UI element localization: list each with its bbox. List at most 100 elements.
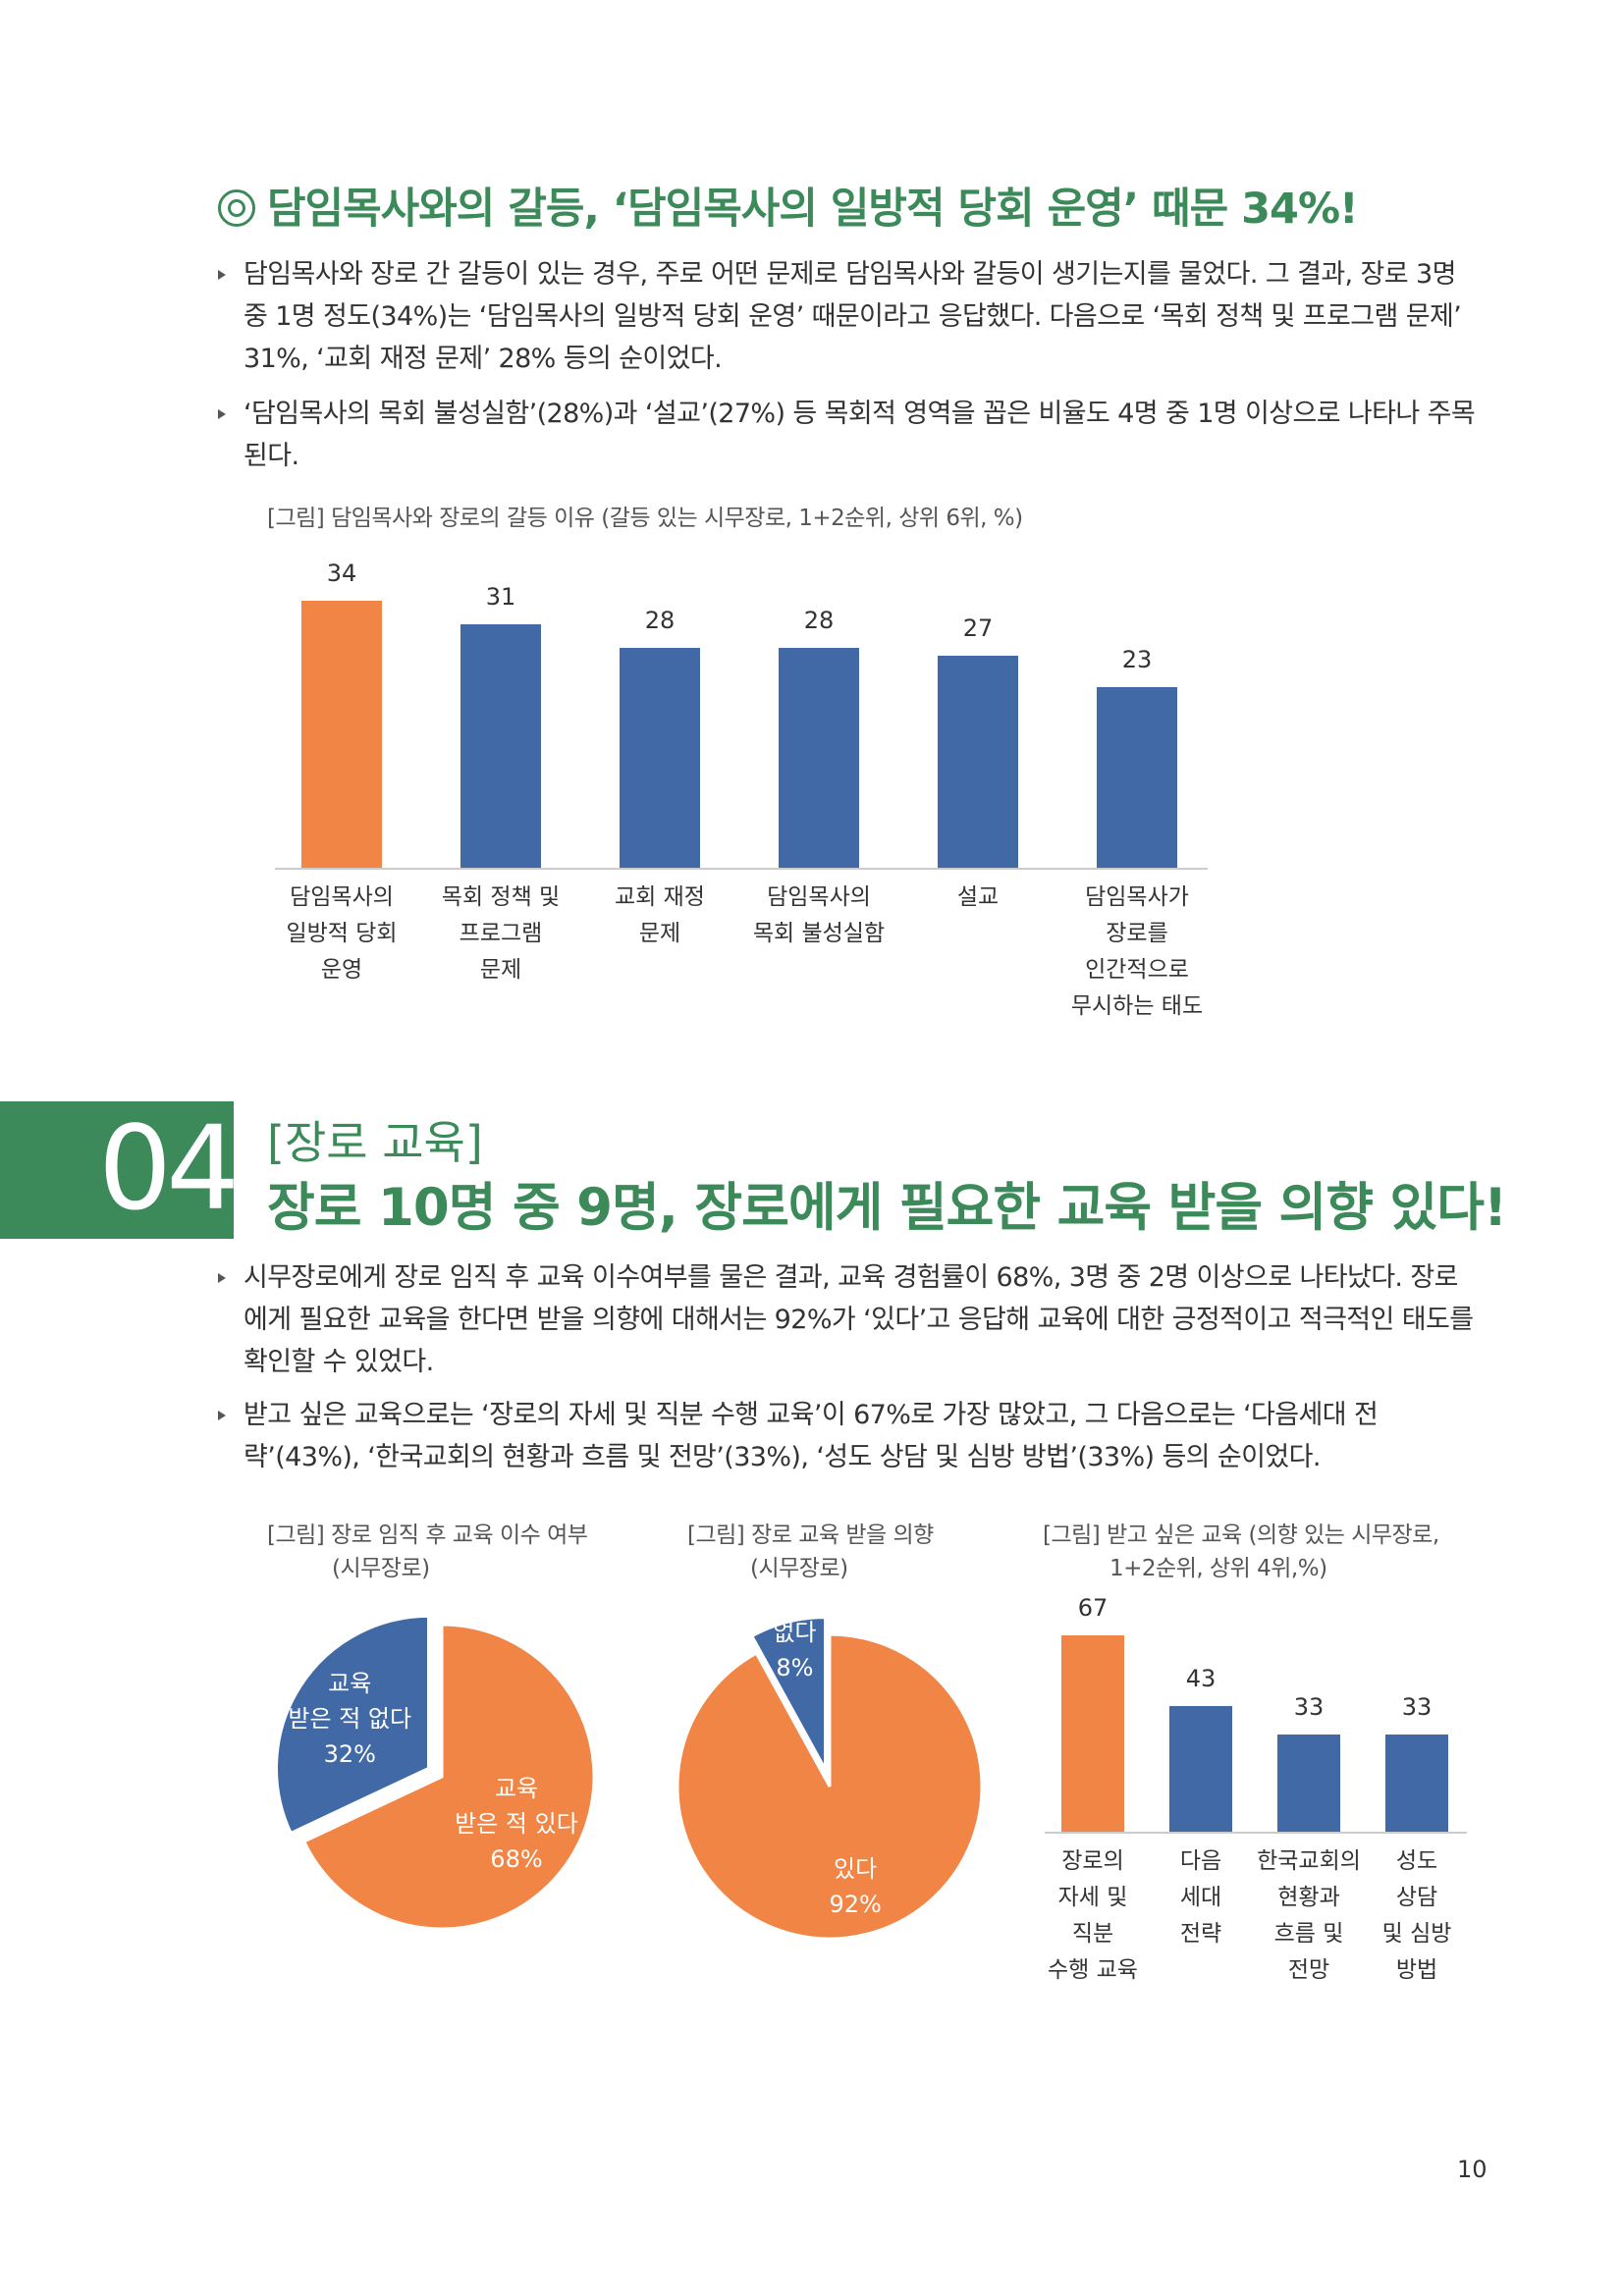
chart-bar — [1385, 1735, 1448, 1832]
category-label-line: 성도 — [1395, 1848, 1438, 1874]
category-label-line: 수행 교육 — [1048, 1957, 1138, 1983]
category-label-line: 방법 — [1395, 1957, 1438, 1983]
section-number: 04 — [98, 1100, 240, 1236]
pie-slice-label: 있다 92% — [829, 1851, 881, 1922]
pie-slice — [275, 1614, 430, 1836]
category-label-line: 인간적으로 — [1085, 957, 1189, 983]
pie1-caption-line2: (시무장로) — [332, 1556, 430, 1581]
category-label-line: 목회 불성실함 — [752, 921, 886, 946]
chart-bar — [1169, 1705, 1232, 1832]
paragraph-1-text: 담임목사와 장로 간 갈등이 있는 경우, 주로 어떤 문제로 담임목사와 갈등… — [243, 259, 1462, 374]
category-label-line: 상담 — [1395, 1885, 1438, 1910]
chart-bar — [1097, 687, 1177, 868]
page-number: 10 — [1457, 2156, 1488, 2183]
category-label-line: 교회 재정 — [615, 884, 705, 910]
pie-label-line: 8% — [776, 1654, 814, 1682]
bar-value-label: 33 — [1401, 1693, 1433, 1722]
category-label-line: 담임목사의 — [290, 884, 394, 910]
chart-bar — [620, 648, 700, 868]
pie2-caption-line1: [그림] 장로 교육 받을 의향 — [687, 1522, 934, 1548]
bar-value-label: 43 — [1185, 1664, 1217, 1692]
pie-label-line: 없다 — [773, 1619, 817, 1647]
paragraph-1: 담임목사와 장로 간 갈등이 있는 경우, 주로 어떤 문제로 담임목사와 갈등… — [218, 253, 1481, 380]
category-label-line: 장로의 — [1061, 1848, 1124, 1874]
section-number-box — [0, 1101, 234, 1239]
category-label-line: 흐름 및 — [1273, 1921, 1344, 1947]
education-intention-pie-chart — [676, 1616, 984, 1941]
pie-slice — [749, 1616, 828, 1771]
pie-label-line: 32% — [323, 1739, 376, 1768]
bar-value-label: 23 — [1121, 646, 1153, 673]
category-label-line: 담임목사의 — [767, 884, 871, 910]
category-label-line: 현황과 — [1277, 1885, 1340, 1910]
category-label-line: 설교 — [956, 884, 1000, 910]
pie-label-line: 받은 적 없다 — [288, 1704, 412, 1733]
chart-bar — [301, 601, 382, 868]
paragraph-3: 시무장로에게 장로 임직 후 교육 이수여부를 물은 결과, 교육 경험률이 6… — [218, 1256, 1481, 1383]
bar-value-label: 28 — [803, 607, 835, 634]
section-tag: [장로 교육] — [267, 1116, 483, 1169]
category-label-line: 한국교회의 — [1257, 1848, 1361, 1874]
category-label-line: 목회 정책 및 — [441, 884, 561, 910]
pie-slice — [301, 1623, 596, 1931]
pie-label-line: 있다 — [834, 1854, 878, 1883]
chart-bar — [779, 648, 859, 868]
section-title: 장로 10명 중 9명, 장로에게 필요한 교육 받을 의향 있다! — [267, 1178, 1507, 1238]
pie2-caption-line2: (시무장로) — [750, 1556, 848, 1581]
pie-label-line: 68% — [490, 1845, 543, 1874]
chart-axis-line — [1045, 1832, 1467, 1834]
pie-slice-label: 없다 8% — [773, 1615, 816, 1685]
category-label-line: 전망 — [1287, 1957, 1330, 1983]
category-label-line: 무시하는 태도 — [1070, 993, 1204, 1019]
triangle-bullet-icon — [218, 409, 226, 419]
pie-label-line: 교육 — [494, 1775, 539, 1803]
category-label-line: 다음 — [1179, 1848, 1222, 1874]
paragraph-2: ‘담임목사의 목회 불성실함’(28%)과 ‘설교’(27%) 등 목회적 영역… — [218, 393, 1481, 477]
category-label-line: 문제 — [638, 921, 681, 946]
bar-category-label: 설교 — [899, 880, 1056, 916]
bar-value-label: 31 — [485, 583, 516, 611]
chart1-caption: [그림] 담임목사와 장로의 갈등 이유 (갈등 있는 시무장로, 1+2순위,… — [267, 506, 1023, 531]
education-completion-pie-chart — [275, 1614, 596, 1931]
pie-slice — [676, 1632, 984, 1941]
category-label-line: 전략 — [1179, 1921, 1222, 1947]
category-label-line: 운영 — [320, 957, 363, 983]
category-label-line: 일방적 당회 — [286, 921, 398, 946]
chart-bar — [1277, 1735, 1340, 1832]
chart2-caption-line2: 1+2순위, 상위 4위,%) — [1109, 1556, 1327, 1581]
bar-value-label: 27 — [962, 614, 994, 642]
category-label-line: 직분 — [1071, 1921, 1114, 1947]
category-label-line: 자세 및 — [1057, 1885, 1128, 1910]
bar-value-label: 34 — [326, 560, 357, 587]
pie-label-line: 92% — [829, 1890, 882, 1918]
pie-label-line: 교육 — [328, 1669, 372, 1697]
bar-value-label: 28 — [644, 607, 676, 634]
section-heading: 담임목사와의 갈등, ‘담임목사의 일방적 당회 운영’ 때문 34%! — [218, 175, 1359, 236]
triangle-bullet-icon — [218, 1411, 226, 1420]
section-heading-text: 담임목사와의 갈등, ‘담임목사의 일방적 당회 운영’ 때문 34%! — [267, 185, 1359, 234]
chart-bar — [460, 624, 541, 868]
bar-category-label: 목회 정책 및 프로그램 문제 — [422, 880, 579, 988]
bar-value-label: 67 — [1077, 1594, 1109, 1622]
category-label-line: 세대 — [1179, 1885, 1222, 1910]
chart-axis-line — [275, 868, 1208, 870]
category-label-line: 프로그램 — [459, 921, 543, 946]
category-label-line: 담임목사가 — [1085, 884, 1189, 910]
category-label-line: 및 심방 — [1381, 1921, 1452, 1947]
pie1-caption-line1: [그림] 장로 임직 후 교육 이수 여부 — [267, 1522, 588, 1548]
paragraph-2-text: ‘담임목사의 목회 불성실함’(28%)과 ‘설교’(27%) 등 목회적 영역… — [243, 399, 1476, 471]
paragraph-3-text: 시무장로에게 장로 임직 후 교육 이수여부를 물은 결과, 교육 경험률이 6… — [243, 1262, 1474, 1377]
bar-category-label: 담임목사가 장로를 인간적으로 무시하는 태도 — [1058, 880, 1216, 1025]
triangle-bullet-icon — [218, 1273, 226, 1283]
pie-label-line: 받은 적 있다 — [455, 1810, 578, 1839]
chart2-caption-line1: [그림] 받고 싶은 교육 (의향 있는 시무장로, — [1043, 1522, 1439, 1548]
bar-value-label: 33 — [1293, 1693, 1325, 1722]
